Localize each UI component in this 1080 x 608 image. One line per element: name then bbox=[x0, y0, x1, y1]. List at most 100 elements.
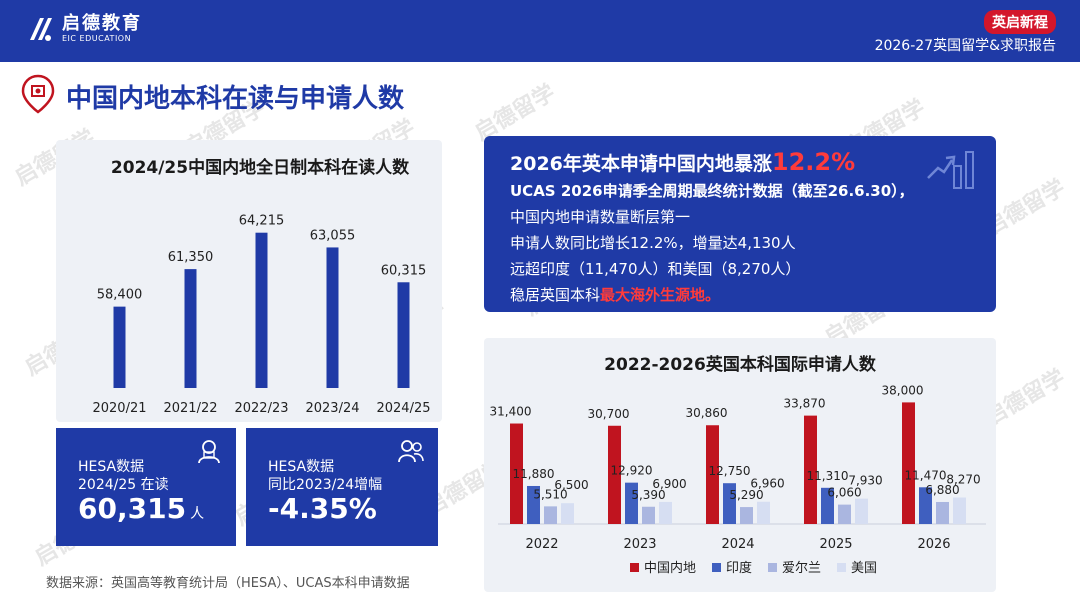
card1-unit: 人 bbox=[190, 506, 205, 522]
callout-line3: 申请人数同比增长12.2%，增量达4,130人 bbox=[510, 234, 796, 252]
data-label: 38,000 bbox=[882, 383, 924, 397]
data-label: 11,880 bbox=[513, 467, 555, 481]
x-tick-label: 2025 bbox=[819, 537, 852, 552]
bar bbox=[326, 247, 339, 388]
legend-label: 印度 bbox=[726, 560, 752, 576]
legend-swatch bbox=[837, 563, 846, 572]
data-label: 12,920 bbox=[611, 464, 653, 478]
x-tick-label: 2024 bbox=[721, 537, 754, 552]
data-label: 30,860 bbox=[686, 406, 728, 420]
callout-line1: UCAS 2026申请季全周期最终统计数据（截至26.6.30）， bbox=[510, 182, 914, 200]
data-label: 12,750 bbox=[709, 464, 751, 478]
data-label: 6,960 bbox=[750, 477, 784, 491]
legend-swatch bbox=[768, 563, 777, 572]
data-label: 64,215 bbox=[239, 214, 285, 229]
bar bbox=[919, 487, 932, 524]
callout-line2: 中国内地申请数量断层第一 bbox=[510, 208, 691, 226]
callout-line5-text: 稳居英国本科 bbox=[510, 286, 601, 304]
logo-name: 启德教育 bbox=[62, 13, 142, 34]
data-label: 11,310 bbox=[807, 469, 849, 483]
bar bbox=[113, 306, 126, 388]
x-tick-label: 2023/24 bbox=[305, 401, 359, 416]
highlight-callout: 2026年英本申请中国内地暴涨12.2% UCAS 2026申请季全周期最终统计… bbox=[484, 136, 996, 312]
bar bbox=[838, 504, 851, 524]
callout-line5: 稳居英国本科最大海外生源地。 bbox=[510, 284, 720, 305]
data-label: 8,270 bbox=[946, 473, 980, 487]
bar bbox=[184, 269, 197, 388]
callout-title: 2026年英本申请中国内地暴涨12.2% bbox=[510, 148, 855, 176]
data-label: 33,870 bbox=[784, 397, 826, 411]
data-label: 7,930 bbox=[848, 474, 882, 488]
bar bbox=[757, 501, 770, 524]
bar bbox=[902, 402, 915, 524]
bar bbox=[561, 503, 574, 524]
bar bbox=[527, 485, 540, 524]
x-tick-label: 2024/25 bbox=[376, 401, 430, 416]
growth-card: HESA数据 同比2023/24增幅 -4.35% bbox=[246, 428, 438, 546]
data-label: 61,350 bbox=[168, 250, 214, 265]
data-label: 63,055 bbox=[310, 228, 356, 243]
data-label: 6,900 bbox=[652, 477, 686, 491]
chart2-title: 2022-2026英国本科国际申请人数 bbox=[604, 355, 876, 375]
bar bbox=[723, 483, 736, 524]
bar bbox=[625, 482, 638, 524]
bar bbox=[642, 506, 655, 524]
card1-label: 2024/25 在读 bbox=[78, 477, 169, 493]
card2-source: HESA数据 bbox=[268, 459, 335, 475]
bar bbox=[821, 487, 834, 524]
data-label: 5,290 bbox=[729, 488, 763, 502]
legend-label: 美国 bbox=[851, 561, 877, 576]
growth-chart-icon bbox=[927, 151, 974, 189]
bar bbox=[397, 282, 410, 388]
x-tick-label: 2023 bbox=[623, 537, 656, 552]
bar bbox=[544, 506, 557, 524]
legend-label: 中国内地 bbox=[644, 560, 696, 576]
callout-title-text: 2026年英本申请中国内地暴涨 bbox=[510, 153, 772, 175]
bar bbox=[855, 498, 868, 524]
user-icon bbox=[198, 440, 220, 464]
card1-source: HESA数据 bbox=[78, 459, 145, 475]
report-title: 2026-27英国留学&求职报告 bbox=[874, 38, 1056, 54]
bar bbox=[936, 501, 949, 524]
bar bbox=[804, 415, 817, 524]
users-icon bbox=[398, 440, 424, 463]
legend-swatch bbox=[712, 563, 721, 572]
bar bbox=[706, 425, 719, 524]
enrolment-card: HESA数据 2024/25 在读 60,315 人 bbox=[56, 428, 236, 546]
data-label: 6,060 bbox=[827, 486, 861, 500]
bar bbox=[740, 507, 753, 524]
data-label: 6,500 bbox=[554, 478, 588, 492]
callout-title-pct: 12.2% bbox=[771, 148, 856, 176]
x-tick-label: 2022/23 bbox=[234, 401, 288, 416]
x-tick-label: 2026 bbox=[917, 537, 950, 552]
location-pin-icon bbox=[21, 74, 55, 114]
x-tick-label: 2022 bbox=[525, 537, 558, 552]
bar bbox=[510, 423, 523, 524]
data-label: 6,880 bbox=[925, 483, 959, 497]
bar bbox=[608, 425, 621, 524]
card2-value: -4.35% bbox=[268, 492, 377, 525]
callout-line5-highlight: 最大海外生源地。 bbox=[600, 286, 721, 304]
logo: 启德教育 EIC EDUCATION bbox=[26, 12, 142, 46]
data-label: 58,400 bbox=[97, 288, 143, 303]
page-title: 中国内地本科在读与申请人数 bbox=[66, 84, 405, 114]
bar bbox=[659, 501, 672, 524]
data-label: 5,510 bbox=[533, 487, 567, 501]
card1-value: 60,315 人 bbox=[78, 492, 204, 525]
x-tick-label: 2020/21 bbox=[92, 401, 146, 416]
top-banner: 启德教育 EIC EDUCATION 英启新程 2026-27英国留学&求职报告 bbox=[0, 0, 1080, 62]
chart1-svg: 58,400 2020/21 61,350 2021/22 64,215 2022/23 6… bbox=[92, 214, 430, 416]
data-label: 31,400 bbox=[490, 405, 532, 419]
logo-icon bbox=[30, 18, 52, 41]
chart1-title: 2024/25中国内地全日制本科在读人数 bbox=[110, 158, 410, 178]
legend-swatch bbox=[630, 563, 639, 572]
card2-label: 同比2023/24增幅 bbox=[268, 477, 383, 493]
logo-name-en: EIC EDUCATION bbox=[62, 34, 132, 43]
card1-number: 60,315 bbox=[78, 492, 187, 525]
callout-line4: 远超印度（11,470人）和美国（8,270人） bbox=[510, 260, 801, 278]
data-label: 60,315 bbox=[381, 263, 427, 278]
bar bbox=[255, 232, 268, 388]
data-label: 30,700 bbox=[588, 407, 630, 421]
data-label: 5,390 bbox=[631, 488, 665, 502]
